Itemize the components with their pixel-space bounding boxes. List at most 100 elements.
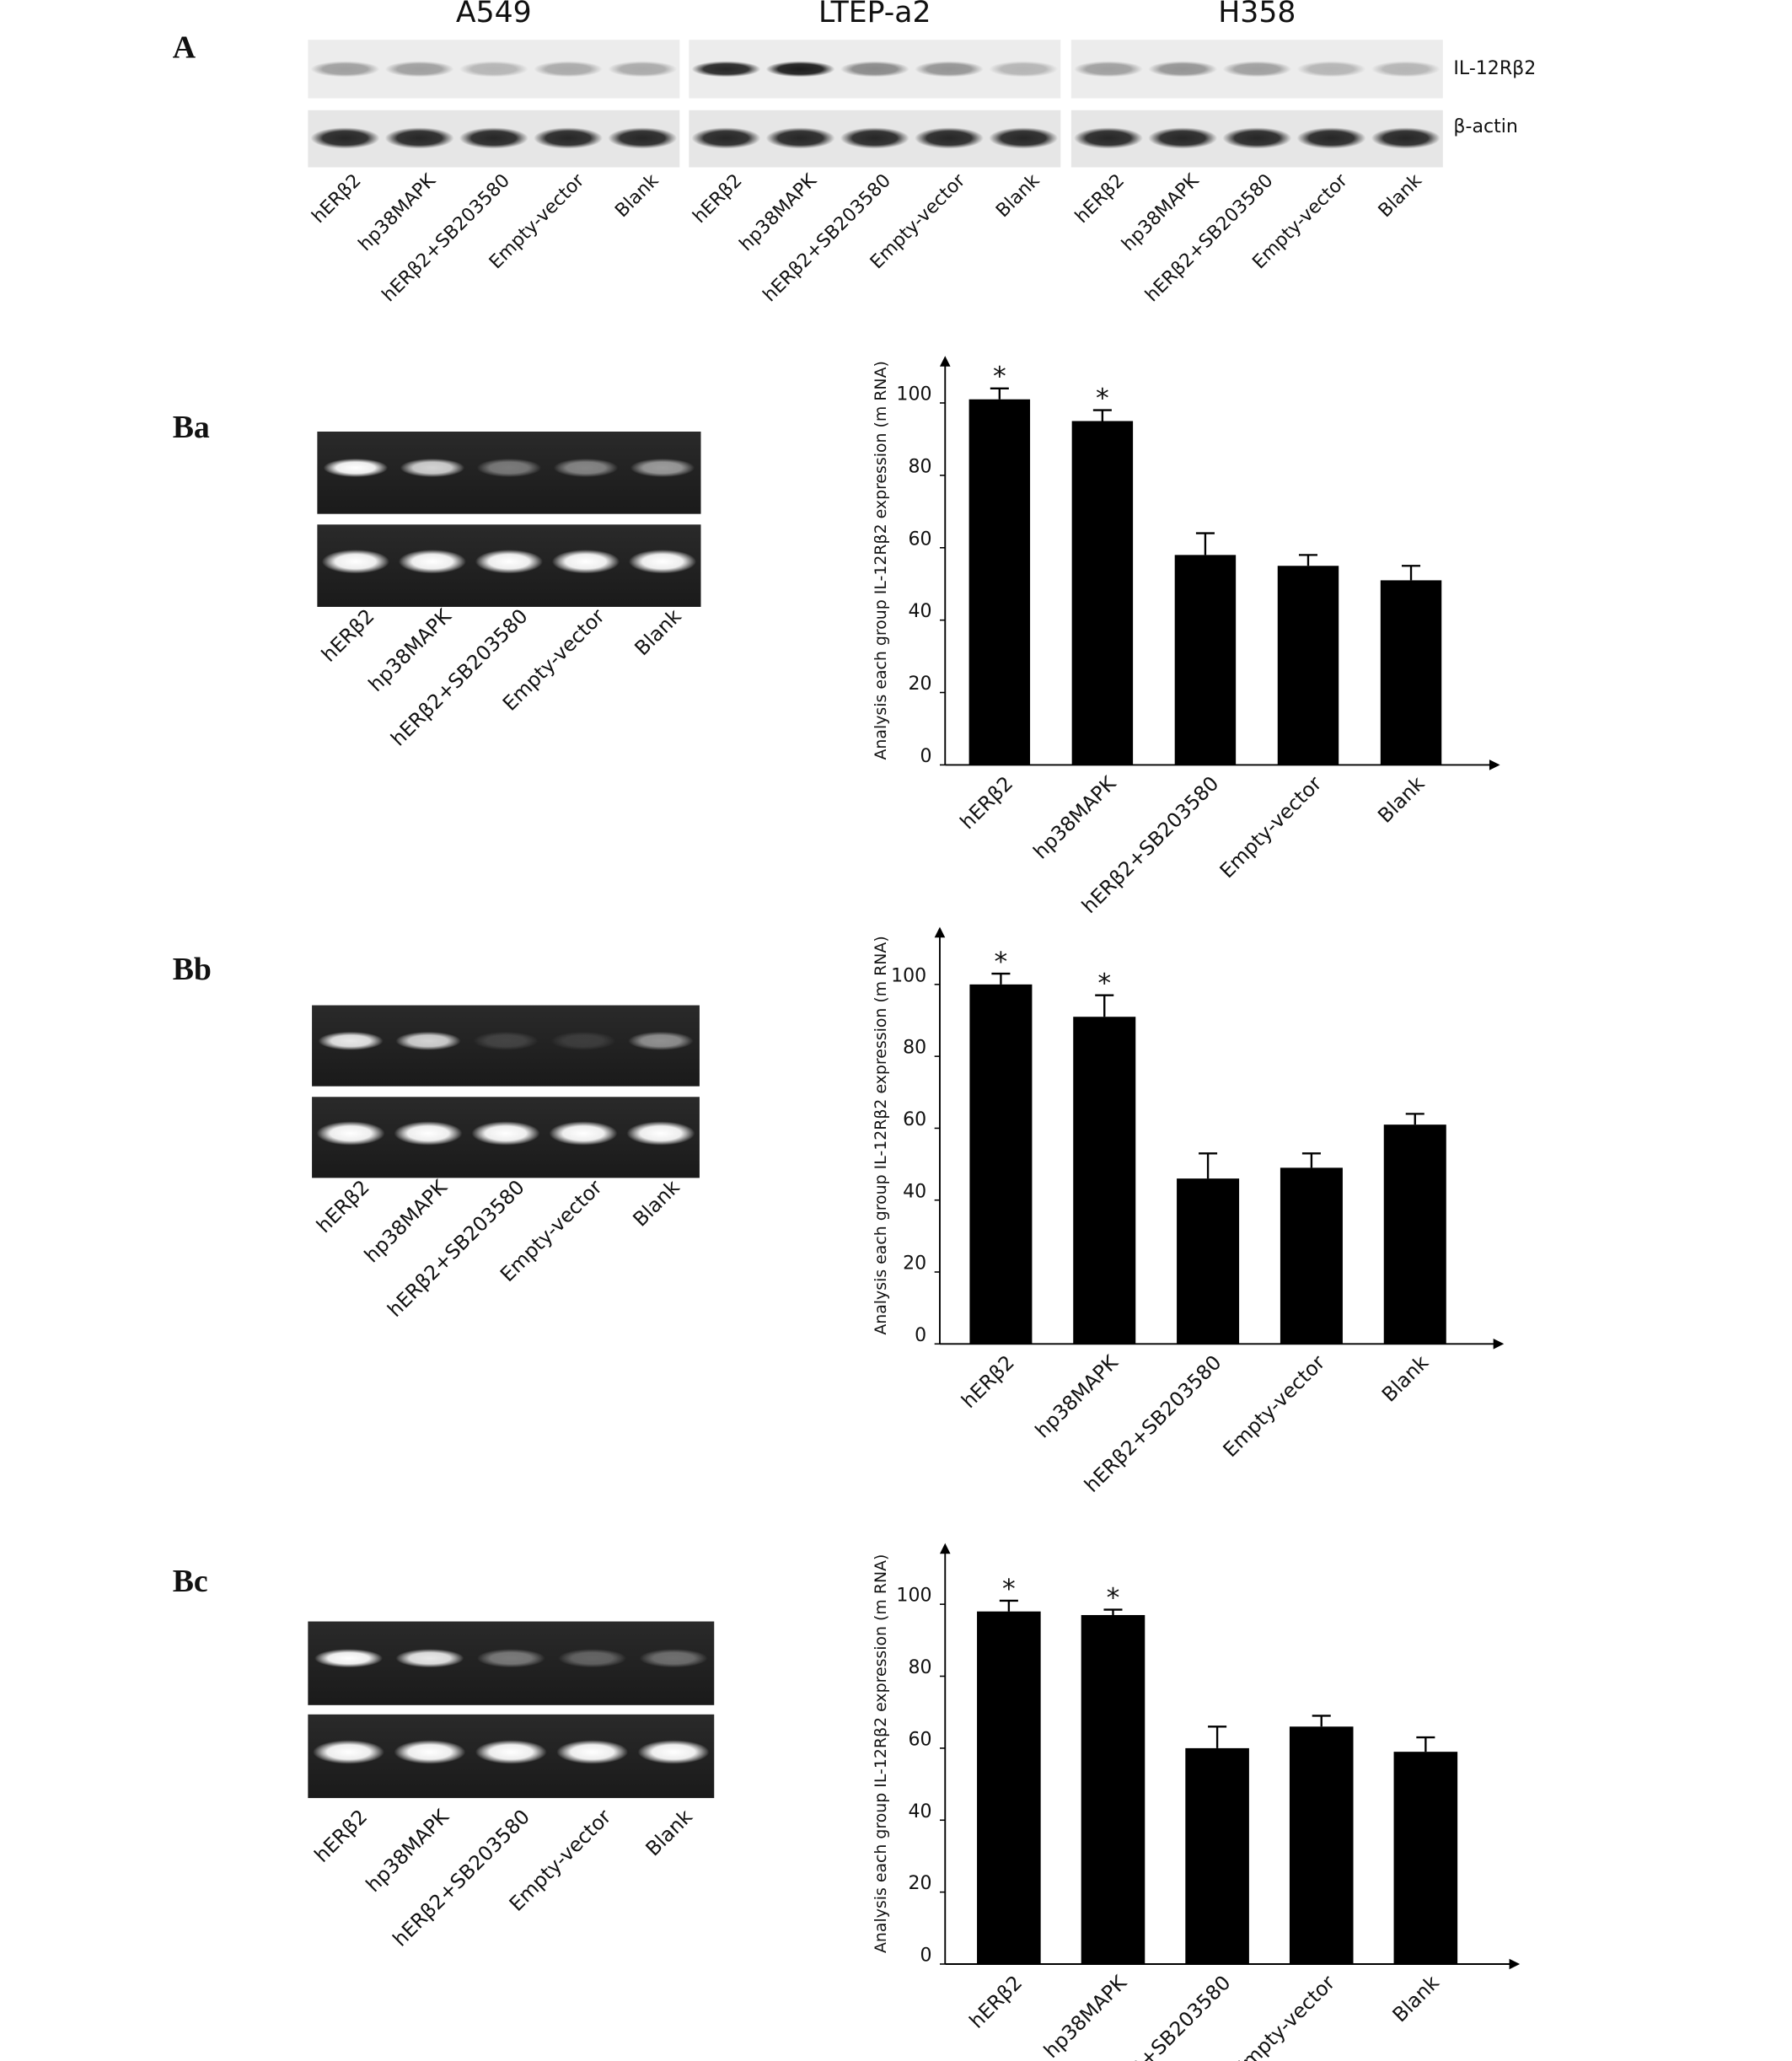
blot-band: [840, 61, 909, 78]
x-tick-label: Blank: [1377, 1350, 1434, 1407]
x-tick-label: hp38MAPK: [1028, 771, 1120, 863]
blot-row-label: IL-12Rβ2: [1453, 58, 1536, 79]
gel-band: [473, 1031, 539, 1050]
error-bar: [1402, 565, 1421, 581]
gel-band: [321, 550, 389, 574]
gel-band: [476, 458, 542, 478]
blot-band: [534, 127, 603, 149]
gel-band: [395, 1649, 464, 1668]
axis-arrow: [1493, 1338, 1505, 1350]
blot-band: [1296, 127, 1366, 149]
error-bar: [1095, 994, 1114, 1017]
bar: [1185, 1747, 1249, 1964]
blot-band: [1074, 127, 1143, 149]
blot-band: [765, 61, 835, 78]
y-tick-label: 100: [896, 1586, 931, 1607]
x-tick-label: hERβ2: [957, 1350, 1019, 1413]
gel-band: [637, 1740, 710, 1764]
panel-label: Ba: [173, 410, 210, 445]
gel-band: [639, 1649, 708, 1668]
error-bar: [1092, 409, 1112, 421]
y-tick-label: 0: [915, 1325, 926, 1346]
gel-band: [628, 550, 697, 574]
blot-row-label: β-actin: [1453, 116, 1517, 137]
error-bar: [991, 972, 1011, 985]
lane-label: hERβ2: [309, 1805, 372, 1867]
error-bar: [990, 387, 1009, 400]
y-tick-label: 80: [908, 1657, 931, 1678]
y-tick-label: 100: [896, 384, 931, 405]
blot-band: [691, 127, 761, 149]
bar: [1177, 1178, 1240, 1344]
blot-band: [1074, 61, 1143, 78]
x-tick-label: hp38MAPK: [1039, 1971, 1131, 2061]
significance-marker: *: [993, 362, 1006, 392]
panel-label: Bb: [173, 952, 212, 987]
gel-band: [630, 458, 695, 478]
gel-band: [476, 1649, 545, 1668]
error-bar: [1405, 1113, 1424, 1125]
significance-marker: *: [995, 947, 1008, 977]
x-tick-label: hp38MAPK: [1031, 1350, 1123, 1442]
y-axis-label: Analysis each group IL-12Rβ2 expression …: [872, 361, 890, 759]
gel-band: [394, 1121, 463, 1146]
axis-arrow: [939, 356, 951, 367]
lane-label: hERβ2+SB203580: [383, 1175, 529, 1322]
blot-band: [1148, 61, 1218, 78]
lane-label: hERβ2: [312, 1175, 374, 1237]
x-tick-label: Empty-vector: [1228, 1971, 1339, 2061]
gel-band: [394, 1740, 466, 1764]
significance-marker: *: [1097, 969, 1111, 999]
blot-band: [384, 127, 454, 149]
bar: [1393, 1752, 1458, 1964]
blot-band: [310, 61, 380, 78]
blot-band: [1371, 61, 1441, 78]
blot-band: [1222, 127, 1292, 149]
gel-band: [313, 1740, 384, 1764]
bar: [1380, 580, 1442, 765]
lane-label: hERβ2: [317, 604, 379, 667]
y-tick-label: 60: [903, 1109, 926, 1130]
gel-band: [395, 1031, 461, 1050]
lane-label: Blank: [641, 1805, 697, 1861]
error-bar: [1301, 1152, 1321, 1168]
blot-band: [534, 61, 603, 78]
error-bar: [999, 1599, 1018, 1612]
x-tick-label: hERβ2: [965, 1971, 1027, 2033]
gel-band: [398, 550, 466, 574]
gel-band: [628, 1031, 694, 1050]
x-tick-label: hERβ2: [955, 771, 1017, 834]
lane-label: hERβ2+SB203580: [759, 170, 895, 306]
blot-band: [608, 127, 678, 149]
bar: [1081, 1614, 1145, 1964]
gel-band: [558, 1649, 627, 1668]
gel-band: [323, 458, 389, 478]
lane-label: hERβ2+SB203580: [1141, 170, 1277, 306]
error-bar: [1199, 1152, 1218, 1179]
blot-band: [840, 127, 909, 149]
y-tick-label: 0: [920, 746, 931, 767]
y-tick-label: 40: [903, 1181, 926, 1202]
lane-label: Blank: [611, 170, 663, 222]
lane-label: hERβ2: [309, 170, 366, 228]
axis-arrow: [934, 926, 946, 938]
cell-line-label: A549: [456, 0, 532, 30]
gel-band: [626, 1121, 695, 1146]
blot-band: [1371, 127, 1441, 149]
blot-band: [915, 61, 984, 78]
error-bar: [1103, 1608, 1123, 1615]
blot-band: [989, 61, 1059, 78]
significance-marker: *: [1107, 1583, 1120, 1613]
lane-label: hERβ2+SB203580: [378, 170, 514, 306]
significance-marker: *: [1002, 1574, 1016, 1604]
blot-band: [989, 127, 1059, 149]
gel-band: [471, 1121, 540, 1146]
y-tick-label: 20: [908, 674, 931, 695]
bar: [969, 984, 1033, 1344]
cell-line-label: LTEP-a2: [818, 0, 931, 30]
bar: [1383, 1124, 1446, 1344]
y-tick-label: 60: [908, 529, 931, 550]
significance-marker: *: [1096, 384, 1109, 414]
